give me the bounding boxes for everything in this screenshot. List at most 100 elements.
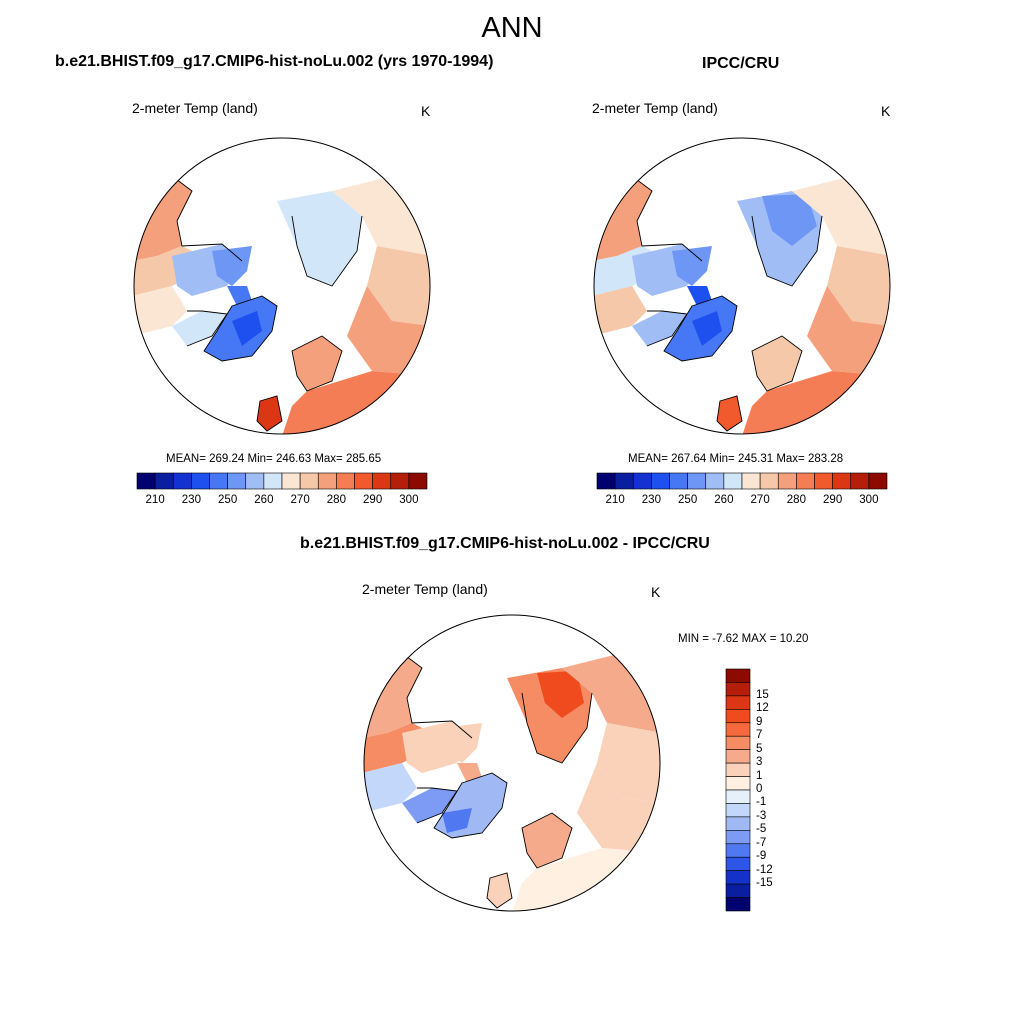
panel-3-units-label: K	[651, 584, 661, 600]
region-british-isles	[487, 873, 512, 908]
colorbar-swatch	[725, 776, 751, 791]
colorbar-swatch	[725, 883, 751, 898]
region-central-asia	[367, 246, 430, 326]
panel-1-polar-map	[133, 137, 431, 435]
colorbar-tick-label: 250	[218, 494, 238, 506]
colorbar-tick-label: 210	[605, 494, 625, 506]
colorbar-swatch	[725, 870, 751, 885]
colorbar-swatch	[245, 472, 265, 490]
colorbar-tick-label: 5	[756, 742, 763, 755]
colorbar-swatch	[832, 472, 852, 490]
colorbar-swatch	[725, 749, 751, 764]
panel-2-title: IPCC/CRU	[702, 55, 780, 72]
region-central-asia	[827, 246, 890, 326]
region-canada-west	[594, 286, 647, 336]
panel-3-variable-label: 2-meter Temp (land)	[362, 581, 488, 597]
colorbar-swatch	[263, 472, 283, 490]
colorbar-tick-label: -9	[756, 850, 767, 863]
colorbar-swatch	[281, 472, 301, 490]
colorbar-swatch	[651, 472, 670, 490]
region-scandinavia	[292, 336, 342, 391]
region-arctic-islands	[442, 723, 482, 763]
panel-2-polar-map	[593, 137, 891, 435]
colorbar-swatch	[408, 472, 428, 490]
panel-2-stats: MEAN= 267.64 Min= 245.31 Max= 283.28	[628, 453, 844, 465]
colorbar-tick-label: -7	[756, 836, 767, 849]
main-title: ANN	[481, 12, 543, 44]
colorbar-swatch	[687, 472, 707, 490]
colorbar-tick-label: 270	[750, 494, 770, 506]
colorbar-tick-label: -1	[756, 796, 767, 809]
colorbar-swatch	[299, 472, 319, 490]
colorbar-swatch	[632, 472, 652, 490]
colorbar-swatch	[796, 472, 815, 490]
colorbar-swatch	[372, 472, 392, 490]
colorbar-swatch	[759, 472, 779, 490]
colorbar-tick-label: 270	[290, 494, 310, 506]
colorbar-tick-label: 280	[326, 494, 346, 506]
region-central-asia	[597, 723, 660, 803]
colorbar-swatch	[725, 735, 751, 750]
colorbar-swatch	[725, 856, 751, 871]
colorbar-swatch	[814, 472, 833, 490]
colorbar-tick-label: 250	[678, 494, 698, 506]
colorbar-swatch	[725, 722, 751, 737]
colorbar-tick-label: 7	[756, 729, 763, 742]
region-arctic-islands	[672, 246, 712, 286]
region-russia-west	[347, 286, 430, 376]
colorbar-swatch	[725, 843, 751, 858]
region-british-isles	[257, 396, 282, 431]
colorbar-tick-label: 230	[181, 494, 201, 506]
region-arctic-islands	[212, 246, 252, 286]
panel-3-colorbar	[725, 668, 751, 912]
region-russia-west	[577, 763, 660, 853]
region-hudson-west	[632, 311, 687, 346]
region-scandinavia	[752, 336, 802, 391]
colorbar-swatch	[723, 472, 743, 490]
colorbar-swatch	[390, 472, 410, 490]
colorbar-tick-label: 1	[756, 769, 763, 782]
colorbar-tick-label: 290	[823, 494, 843, 506]
region-british-isles	[717, 396, 742, 431]
panel-3-stats: MIN = -7.62 MAX = 10.20	[678, 633, 809, 645]
colorbar-tick-label: -5	[756, 823, 767, 836]
colorbar-tick-label: 260	[714, 494, 734, 506]
colorbar-swatch	[191, 472, 210, 490]
panel-1-variable-label: 2-meter Temp (land)	[132, 100, 258, 116]
colorbar-swatch	[725, 897, 751, 912]
colorbar-tick-label: -15	[756, 877, 773, 890]
colorbar-swatch	[354, 472, 373, 490]
panel-1-stats: MEAN= 269.24 Min= 246.63 Max= 285.65	[166, 453, 382, 465]
colorbar-tick-label: -12	[756, 863, 773, 876]
colorbar-swatch	[725, 762, 751, 777]
region-canada-west	[364, 763, 417, 813]
region-greenland-core	[232, 311, 262, 346]
region-canada-west	[134, 286, 187, 336]
colorbar-tick-label: 300	[399, 494, 419, 506]
colorbar-swatch	[172, 472, 192, 490]
panel-1-colorbar	[136, 472, 428, 490]
region-greenland-west	[442, 808, 472, 833]
region-siberia-core	[537, 671, 584, 718]
panel-3-title: b.e21.BHIST.f09_g17.CMIP6-hist-noLu.002 …	[300, 535, 710, 552]
colorbar-swatch	[725, 830, 751, 845]
colorbar-tick-label: 12	[756, 702, 769, 715]
colorbar-swatch	[725, 816, 751, 831]
colorbar-tick-label: 300	[859, 494, 879, 506]
colorbar-swatch	[596, 472, 616, 490]
colorbar-swatch	[850, 472, 870, 490]
region-siberia-core	[762, 194, 817, 246]
colorbar-tick-label: 280	[786, 494, 806, 506]
colorbar-tick-label: 230	[641, 494, 661, 506]
panel-3-polar-map	[363, 614, 661, 912]
colorbar-swatch	[669, 472, 688, 490]
colorbar-tick-label: 290	[363, 494, 383, 506]
colorbar-swatch	[227, 472, 247, 490]
colorbar-tick-label: 0	[756, 783, 763, 795]
colorbar-swatch	[868, 472, 888, 490]
panel-1-units-label: K	[421, 103, 431, 119]
colorbar-swatch	[154, 472, 174, 490]
colorbar-swatch	[725, 668, 751, 683]
colorbar-tick-label: 260	[254, 494, 274, 506]
colorbar-tick-label: 9	[756, 715, 763, 728]
